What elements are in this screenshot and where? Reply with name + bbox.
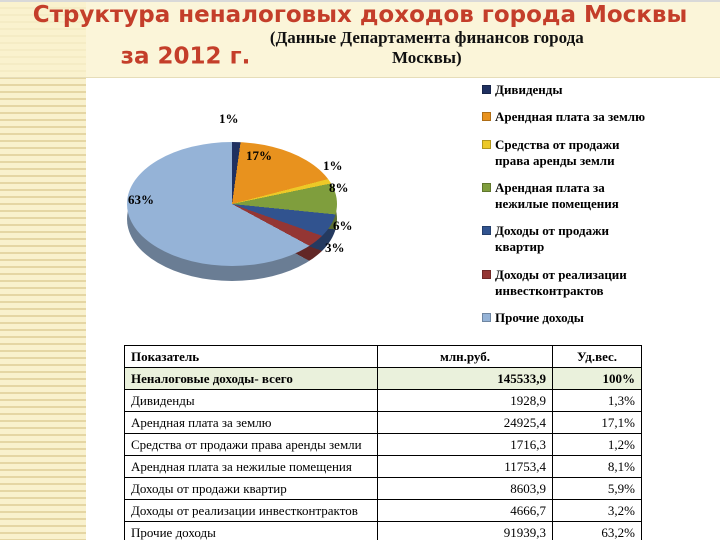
slide-title-line2: за 2012 г. (120, 43, 251, 70)
legend-color-marker (482, 85, 491, 94)
table-row: Доходы от продажи квартир 8603,9 5,9% (124, 477, 642, 500)
table-row: Дивиденды 1928,9 1,3% (124, 389, 642, 412)
legend-color-marker (482, 139, 491, 149)
value-mln-rub: 91939,3 (377, 521, 553, 540)
table-header-cell: млн.руб. (377, 345, 553, 368)
table-row: Неналоговые доходы- всего 145533,9 100% (124, 367, 642, 390)
row-label: Доходы от реализации инвестконтрактов (124, 499, 378, 522)
value-mln-rub: 145533,9 (377, 367, 553, 390)
pie-slice-label: 1% (219, 111, 239, 126)
legend-item: Доходы от реализации инвестконтрактов (482, 267, 654, 299)
row-label: Средства от продажи права аренды земли (124, 433, 378, 456)
left-stripe-decoration (0, 2, 86, 540)
value-share: 1,2% (552, 433, 642, 456)
value-mln-rub: 24925,4 (377, 411, 553, 434)
row-label: Дивиденды (124, 389, 378, 412)
value-mln-rub: 11753,4 (377, 455, 553, 478)
pie-slice-label: 1% (323, 158, 343, 173)
value-share: 63,2% (552, 521, 642, 540)
value-mln-rub: 1928,9 (377, 389, 553, 412)
table-row: Прочие доходы 91939,3 63,2% (124, 521, 642, 540)
legend-color-marker (482, 183, 491, 193)
legend-item: Дивиденды (482, 82, 654, 98)
legend-item: Арендная плата за землю (482, 109, 654, 125)
table-row: Арендная плата за землю 24925,4 17,1% (124, 411, 642, 434)
table-row: Доходы от реализации инвестконтрактов 466… (124, 499, 642, 522)
legend-item: Средства от продажи права аренды земли (482, 137, 654, 169)
value-share: 5,9% (552, 477, 642, 500)
row-label: Арендная плата за землю (124, 411, 378, 434)
pie-slice-label: 8% (329, 180, 349, 195)
table-row: Арендная плата за нежилые помещения 11753… (124, 455, 642, 478)
pie-chart (127, 142, 337, 266)
table-header-cell: Показатель (124, 345, 378, 368)
chart-legend: Дивиденды Арендная плата за землю Средства… (482, 82, 654, 326)
row-label: Прочие доходы (124, 521, 378, 540)
legend-color-marker (482, 269, 491, 279)
value-share: 100% (552, 367, 642, 390)
legend-color-marker (482, 112, 491, 122)
legend-item-label: Арендная плата за землю (495, 109, 646, 125)
row-label: Арендная плата за нежилые помещения (124, 455, 378, 478)
value-mln-rub: 4666,7 (377, 499, 553, 522)
slide-subtitle: (Данные Департамента финансов города Мос… (269, 27, 584, 68)
legend-color-marker (482, 313, 491, 323)
value-share: 1,3% (552, 389, 642, 412)
legend-color-marker (482, 226, 491, 236)
pie-slice-label: 63% (128, 192, 154, 207)
legend-item: Прочие доходы (482, 310, 654, 326)
value-mln-rub: 1716,3 (377, 433, 553, 456)
value-mln-rub: 8603,9 (377, 477, 553, 500)
pie-slice-label: 6% (333, 218, 353, 233)
legend-item-label: Дивиденды (495, 82, 563, 97)
legend-item-label: Арендная плата за нежилые помещения (495, 180, 619, 212)
legend-item: Доходы от продажи квартир (482, 223, 654, 255)
legend-item-label: Средства от продажи права аренды земли (495, 136, 620, 168)
legend-item: Арендная плата за нежилые помещения (482, 180, 654, 212)
value-share: 17,1% (552, 411, 642, 434)
slide-title-line1: Структура неналоговых доходов города Мос… (32, 2, 688, 28)
value-share: 3,2% (552, 499, 642, 522)
row-label: Доходы от продажи квартир (124, 477, 378, 500)
pie-slice-label: 17% (246, 148, 272, 163)
value-share: 8,1% (552, 455, 642, 478)
data-table: Показатель млн.руб. Уд.вес. Неналоговые до… (124, 345, 642, 540)
pie-slice-label: 3% (325, 240, 345, 255)
legend-item-label: Прочие доходы (495, 310, 584, 326)
legend-item-label: Доходы от реализации инвестконтрактов (495, 266, 627, 298)
row-label: Неналоговые доходы- всего (124, 367, 378, 390)
title-band: Структура неналоговых доходов города Мос… (0, 2, 720, 78)
table-header-cell: Уд.вес. (552, 345, 642, 368)
legend-item-label: Доходы от продажи квартир (495, 223, 610, 255)
table-row: Средства от продажи права аренды земли 17… (124, 433, 642, 456)
